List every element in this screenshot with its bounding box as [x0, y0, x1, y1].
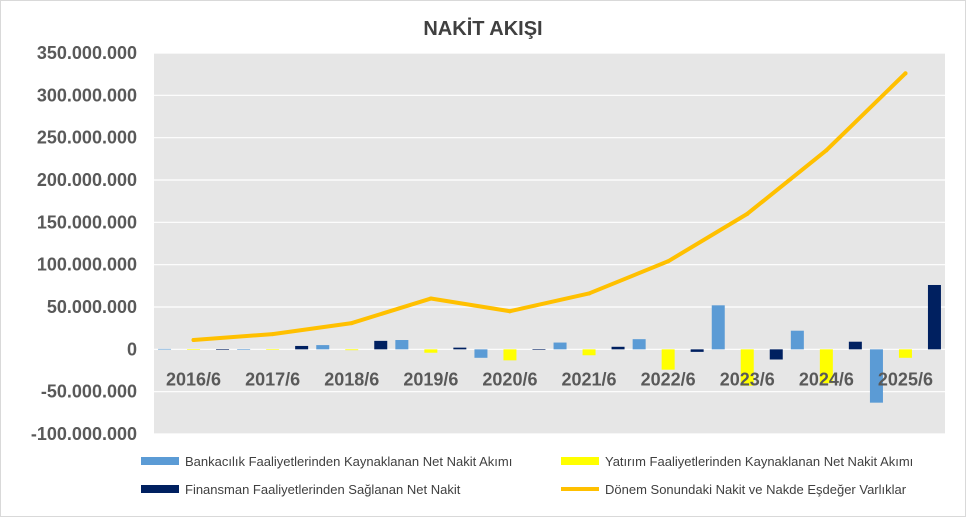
x-tick-label: 2018/6: [324, 369, 379, 389]
bar-series-3-2016-6: [216, 349, 230, 350]
x-tick-label: 2023/6: [720, 369, 775, 389]
bar-series-2-2017-6: [266, 349, 280, 350]
x-axis-tick-labels: 2016/6 2017/6 2018/6 2019/6 2020/6 2021/6 2022…: [166, 369, 933, 389]
plot-area: [154, 53, 945, 434]
legend-label: Bankacılık Faaliyetlerinden Kaynaklanan …: [185, 454, 512, 469]
bar-series-3-2021-6: [611, 346, 625, 350]
bar-series-3-2018-6: [374, 340, 388, 350]
bar-series-1-2017-6: [237, 349, 251, 350]
legend-swatch: [561, 457, 599, 465]
bar-series-1-2021-6: [553, 342, 567, 350]
bar-series-3-2024-6: [848, 341, 862, 350]
y-tick-label: -100.000.000: [31, 424, 137, 444]
x-tick-label: 2022/6: [641, 369, 696, 389]
bar-series-1-2024-6: [790, 330, 804, 350]
bar-series-2-2021-6: [582, 349, 596, 356]
y-tick-label: 200.000.000: [37, 170, 137, 190]
bar-series-3-2020-6: [532, 349, 546, 350]
bar-series-2-2016-6: [187, 349, 201, 350]
x-tick-label: 2016/6: [166, 369, 221, 389]
y-tick-label: 150.000.000: [37, 212, 137, 232]
bar-series-2-2023-6: [740, 349, 754, 386]
bar-series-2-2018-6: [345, 349, 359, 351]
bar-series-2-2019-6: [424, 349, 438, 353]
line-point-2022-6: [666, 259, 671, 264]
x-tick-label: 2017/6: [245, 369, 300, 389]
y-tick-label: 300.000.000: [37, 85, 137, 105]
line-point-2020-6: [507, 309, 512, 314]
bar-series-1-2025-6: [869, 349, 883, 403]
bar-series-1-2022-6: [632, 339, 646, 350]
bar-series-3-2025-6: [927, 284, 941, 350]
line-point-2016-6: [191, 338, 196, 343]
legend-swatch: [141, 457, 179, 465]
bar-series-3-2022-6: [690, 349, 704, 352]
line-point-2021-6: [587, 291, 592, 296]
x-tick-label: 2025/6: [878, 369, 933, 389]
x-tick-label: 2021/6: [562, 369, 617, 389]
bar-series-1-2020-6: [474, 349, 488, 358]
line-point-2024-6: [824, 148, 829, 153]
bar-series-3-2023-6: [769, 349, 783, 360]
x-tick-label: 2019/6: [403, 369, 458, 389]
line-point-2018-6: [349, 321, 354, 326]
line-point-2019-6: [428, 296, 433, 301]
bar-series-1-2016-6: [158, 348, 172, 350]
bars: [158, 284, 941, 403]
legend-swatch: [141, 485, 179, 493]
y-axis-tick-labels: -100.000.000 -50.000.000 0 50.000.000 100.00…: [31, 43, 137, 444]
legend: Bankacılık Faaliyetlerinden Kaynaklanan …: [141, 454, 913, 497]
y-tick-label: 0: [127, 339, 137, 359]
y-tick-label: 250.000.000: [37, 128, 137, 148]
x-tick-label: 2020/6: [482, 369, 537, 389]
legend-label: Yatırım Faaliyetlerinden Kaynaklanan Net…: [605, 454, 913, 469]
bar-series-2-2025-6: [898, 349, 912, 358]
line-point-2023-6: [745, 211, 750, 216]
bar-series-2-2024-6: [819, 349, 833, 384]
bar-series-3-2017-6: [295, 345, 309, 350]
bar-series-2-2020-6: [503, 349, 517, 361]
bar-series-1-2023-6: [711, 305, 725, 350]
bar-series-1-2019-6: [395, 340, 409, 350]
legend-label: Finansman Faaliyetlerinden Sağlanan Net …: [185, 482, 461, 497]
line-cash-equivalents: [191, 71, 908, 343]
y-tick-label: 50.000.000: [47, 297, 137, 317]
x-tick-label: 2024/6: [799, 369, 854, 389]
chart-title: NAKİT AKIŞI: [423, 17, 542, 40]
y-tick-label: -50.000.000: [41, 382, 137, 402]
bar-series-3-2019-6: [453, 347, 467, 350]
line-point-2025-6: [903, 71, 908, 76]
bar-series-1-2018-6: [316, 345, 330, 350]
line-series: [191, 71, 908, 343]
bar-series-2-2022-6: [661, 349, 675, 370]
y-tick-label: 350.000.000: [37, 43, 137, 63]
gridlines: [154, 52, 945, 435]
legend-label: Dönem Sonundaki Nakit ve Nakde Eşdeğer V…: [605, 482, 907, 497]
line-point-2017-6: [270, 332, 275, 337]
y-tick-label: 100.000.000: [37, 255, 137, 275]
